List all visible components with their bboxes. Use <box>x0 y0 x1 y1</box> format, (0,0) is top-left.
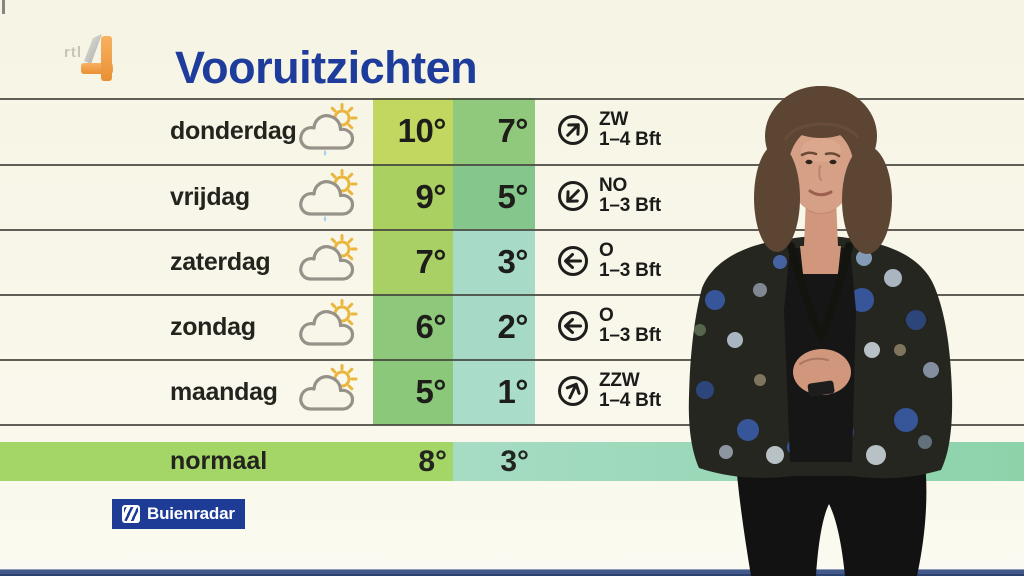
max-temp-cell: 6° <box>373 294 453 360</box>
sun-cloud-icon <box>298 364 360 425</box>
rain-drop-icon <box>323 215 327 222</box>
forecast-row: 10° 7° donderdag <box>0 98 1024 164</box>
max-temp: 5° <box>415 373 446 410</box>
max-temp: 10° <box>397 112 447 149</box>
max-temp-cell: 9° <box>373 164 453 230</box>
wind-force-label: 1–3 Bft <box>599 325 661 346</box>
min-temp: 1° <box>497 373 528 410</box>
normal-green-band <box>0 442 453 481</box>
wind-force-label: 1–4 Bft <box>599 390 661 411</box>
wind-direction-label: O <box>599 305 614 326</box>
forecast-row: 6° 2° zondag <box>0 294 1024 360</box>
forecast-row: 5° 1° maandag <box>0 359 1024 425</box>
page-title: Vooruitzichten <box>175 42 478 93</box>
max-temp-cell: 10° <box>373 98 453 164</box>
sun-cloud-icon <box>298 234 360 295</box>
forecast-row: 9° 5° vrijdag <box>0 164 1024 230</box>
rtl4-channel-logo: rtl <box>62 32 118 92</box>
max-temp: 7° <box>415 243 446 280</box>
row-separator <box>0 424 1024 426</box>
min-temp-cell: 1° <box>453 359 535 425</box>
max-temp: 6° <box>415 308 446 345</box>
rtl-logo-text: rtl <box>64 44 82 61</box>
max-temp-cell: 7° <box>373 229 453 295</box>
rtl4-four-icon <box>81 34 113 81</box>
normal-label: normaal <box>170 447 268 475</box>
forecast-row: 7° 3° zaterdag <box>0 229 1024 295</box>
row-separator <box>0 359 1024 361</box>
buienradar-logo: Buienradar <box>112 499 245 529</box>
min-temp: 7° <box>497 112 528 149</box>
wind-force-label: 1–4 Bft <box>599 129 661 150</box>
min-temp-cell: 2° <box>453 294 535 360</box>
max-temp-cell: 5° <box>373 359 453 425</box>
wind-direction-label: O <box>599 240 614 261</box>
day-label: maandag <box>170 377 278 406</box>
bottom-screen-bar <box>0 569 1024 576</box>
day-label: vrijdag <box>170 182 250 211</box>
day-label: zondag <box>170 312 256 341</box>
rain-drop-icon <box>323 149 327 156</box>
normal-max-temp: 8° <box>418 444 447 478</box>
day-label: donderdag <box>170 116 297 145</box>
row-separator <box>0 294 1024 296</box>
sun-cloud-drizzle-icon <box>298 169 360 230</box>
min-temp-cell: 5° <box>453 164 535 230</box>
min-temp-cell: 3° <box>453 229 535 295</box>
wind-direction-label: NO <box>599 175 628 196</box>
row-separator <box>0 98 1024 100</box>
wind-direction-icon <box>556 309 590 348</box>
wind-direction-label: ZW <box>599 109 629 130</box>
sun-cloud-drizzle-icon <box>298 103 360 164</box>
day-label: zaterdag <box>170 247 271 276</box>
wind-force-label: 1–3 Bft <box>599 195 661 216</box>
min-temp: 5° <box>497 178 528 215</box>
sun-cloud-icon <box>298 299 360 360</box>
wind-direction-icon <box>556 244 590 283</box>
normal-min-temp: 3° <box>500 444 529 478</box>
buienradar-logo-text: Buienradar <box>147 504 235 523</box>
min-temp: 2° <box>497 308 528 345</box>
wind-force-label: 1–3 Bft <box>599 260 661 281</box>
min-temp-cell: 7° <box>453 98 535 164</box>
row-separator <box>0 164 1024 166</box>
screen-corner-mark <box>2 0 5 14</box>
wind-direction-label: ZZW <box>599 370 640 391</box>
row-separator <box>0 229 1024 231</box>
wind-direction-icon <box>556 179 590 218</box>
min-temp: 3° <box>497 243 528 280</box>
max-temp: 9° <box>415 178 446 215</box>
wind-direction-icon <box>556 113 590 152</box>
buienradar-radar-icon <box>122 505 140 523</box>
wind-direction-icon <box>556 374 590 413</box>
